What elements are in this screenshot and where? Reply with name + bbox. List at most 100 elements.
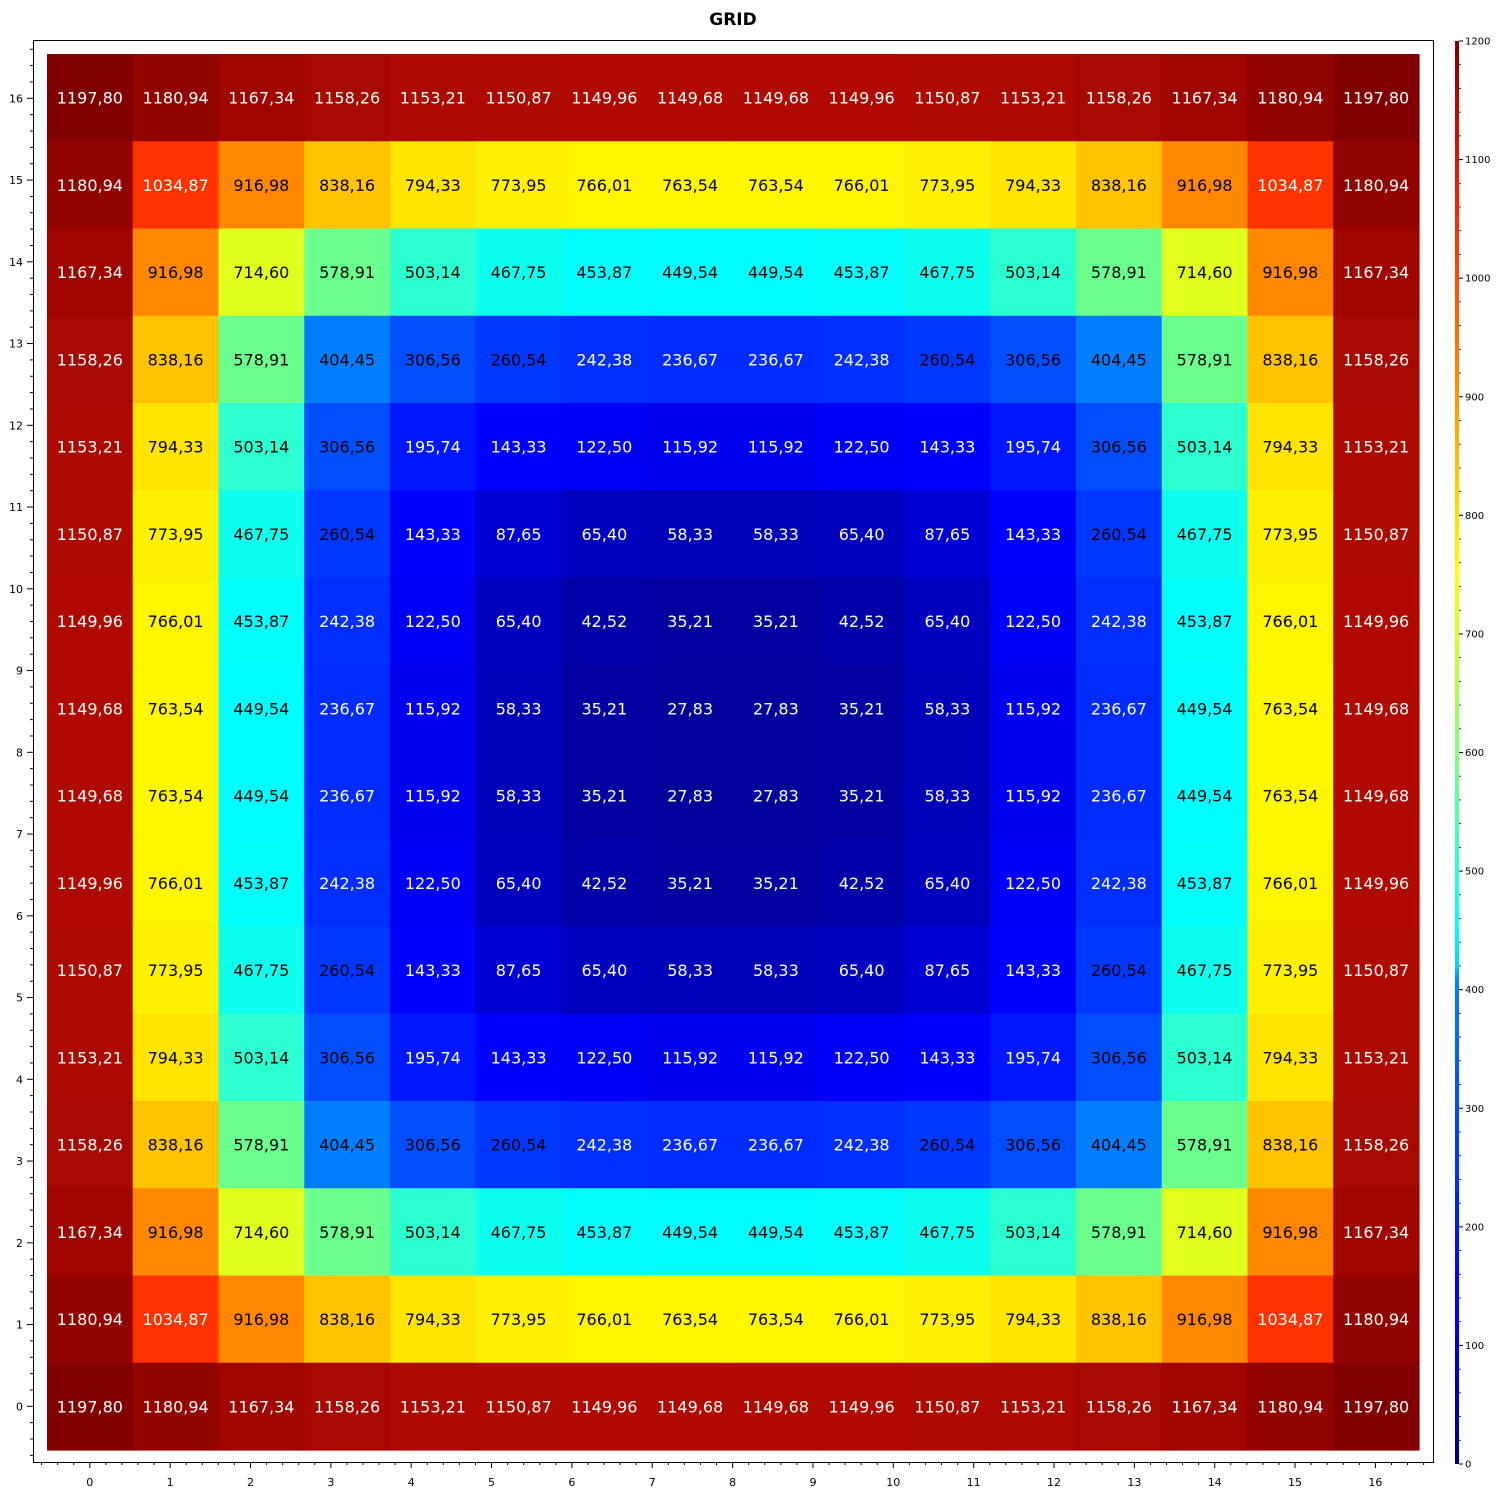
heatmap-cell (1161, 577, 1249, 666)
cell-value-label: 306,56 (319, 1048, 375, 1067)
heatmap-cell (132, 577, 220, 666)
x-tick-label: 6 (568, 1476, 575, 1489)
cell-value-label: 35,21 (753, 612, 799, 631)
cell-value-label: 87,65 (496, 961, 542, 980)
cell-value-label: 1153,21 (1000, 89, 1066, 108)
cell-value-label: 1180,94 (1257, 1397, 1323, 1416)
heatmap-cell (818, 1101, 906, 1189)
cell-value-label: 773,95 (491, 176, 547, 195)
cell-value-label: 773,95 (919, 176, 975, 195)
heatmap-cell (1247, 54, 1334, 142)
heatmap-cell (132, 926, 220, 1015)
cell-value-label: 42,52 (581, 874, 627, 893)
cell-value-label: 1153,21 (57, 438, 123, 457)
heatmap-cell (475, 752, 563, 840)
heatmap-cell (990, 926, 1077, 1015)
cell-value-label: 1034,87 (1257, 1310, 1323, 1329)
cell-value-label: 763,54 (662, 176, 718, 195)
cell-value-label: 449,54 (748, 263, 804, 282)
heatmap-cell (561, 141, 648, 230)
cell-value-label: 143,33 (491, 438, 547, 457)
heatmap-cell (475, 1188, 563, 1277)
cell-value-label: 503,14 (1005, 263, 1061, 282)
y-tick-label: 8 (16, 746, 23, 759)
cell-value-label: 236,67 (662, 1136, 718, 1155)
cell-value-label: 1153,21 (400, 89, 466, 108)
heatmap-cell (904, 664, 991, 753)
heatmap-cell (218, 1101, 305, 1189)
cell-value-label: 306,56 (1005, 350, 1061, 369)
heatmap-cell (1161, 752, 1249, 840)
heatmap-cell (818, 1188, 906, 1277)
cell-value-label: 35,21 (667, 874, 713, 893)
heatmap-cell (47, 54, 134, 142)
cell-value-label: 773,95 (919, 1310, 975, 1329)
heatmap-cell (1076, 1013, 1163, 1102)
cell-value-label: 242,38 (834, 350, 890, 369)
cell-value-label: 35,21 (839, 787, 885, 806)
cell-value-label: 916,98 (148, 263, 204, 282)
heatmap-cell (1076, 315, 1163, 404)
heatmap-cell (647, 141, 734, 230)
cell-value-label: 467,75 (1177, 525, 1233, 544)
heatmap-cell (733, 315, 820, 404)
heatmap-cell (1076, 926, 1163, 1015)
cell-value-label: 65,40 (839, 961, 885, 980)
cell-value-label: 916,98 (148, 1223, 204, 1242)
cell-value-label: 35,21 (581, 699, 627, 718)
cell-value-label: 1158,26 (1086, 1397, 1152, 1416)
cell-value-label: 714,60 (1177, 1223, 1233, 1242)
cell-value-label: 1150,87 (57, 961, 123, 980)
y-tick-label: 11 (9, 501, 23, 514)
heatmap-cell (304, 664, 391, 753)
cell-value-label: 115,92 (748, 1048, 804, 1067)
heatmap-cell (218, 1013, 305, 1102)
cell-value-label: 453,87 (576, 263, 632, 282)
cell-value-label: 42,52 (581, 612, 627, 631)
cell-value-label: 1150,87 (914, 1397, 980, 1416)
heatmap-cell (47, 752, 134, 840)
cell-value-label: 1167,34 (1172, 1397, 1238, 1416)
heatmap-cell (1247, 1188, 1334, 1277)
cell-value-label: 195,74 (1005, 438, 1061, 457)
cell-value-label: 1180,94 (1343, 176, 1409, 195)
heatmap-cell (818, 315, 906, 404)
cell-value-label: 260,54 (319, 525, 375, 544)
cell-value-label: 794,33 (148, 1048, 204, 1067)
x-tick-label: 12 (1047, 1476, 1061, 1489)
heatmap-cell (1076, 577, 1163, 666)
cell-value-label: 236,67 (748, 1136, 804, 1155)
heatmap-cell (1333, 228, 1420, 317)
heatmap-cell (1247, 141, 1334, 230)
cell-value-label: 916,98 (233, 1310, 289, 1329)
cell-value-label: 578,91 (319, 1223, 375, 1242)
heatmap-cell (990, 315, 1077, 404)
heatmap-cell (47, 1275, 134, 1364)
cell-value-label: 1150,87 (486, 1397, 552, 1416)
cell-value-label: 1149,96 (571, 1397, 637, 1416)
cell-value-label: 260,54 (919, 350, 975, 369)
heatmap-cell (1076, 1362, 1163, 1451)
cell-value-label: 916,98 (1262, 1223, 1318, 1242)
heatmap-cell (132, 315, 220, 404)
cell-value-label: 260,54 (1091, 525, 1147, 544)
cell-value-label: 58,33 (924, 787, 970, 806)
heatmap-cell (1247, 1013, 1334, 1102)
heatmap-cell (304, 1362, 391, 1451)
heatmap-cell (561, 926, 648, 1015)
heatmap-cell (390, 1013, 477, 1102)
cell-value-label: 236,67 (748, 350, 804, 369)
cell-value-label: 236,67 (1091, 699, 1147, 718)
heatmap-cell (990, 664, 1077, 753)
heatmap-cell (904, 1362, 991, 1451)
heatmap-cell (304, 926, 391, 1015)
colorbar-tick-label: 100 (1465, 1341, 1484, 1352)
heatmap-cell (561, 1101, 648, 1189)
cell-value-label: 1197,80 (1343, 89, 1409, 108)
cell-value-label: 260,54 (491, 350, 547, 369)
heatmap-cell (1333, 926, 1420, 1015)
heatmap-cell (304, 752, 391, 840)
cell-value-label: 449,54 (662, 263, 718, 282)
cell-value-label: 122,50 (405, 874, 461, 893)
